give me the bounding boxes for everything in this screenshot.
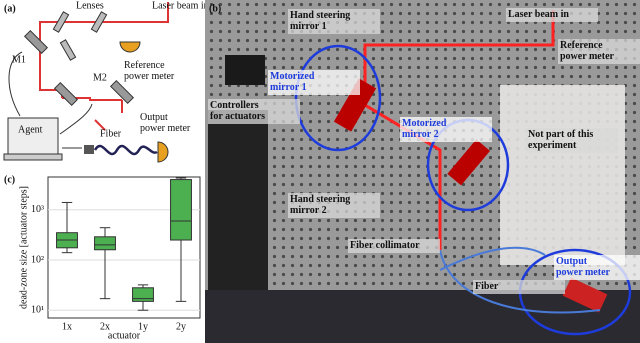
text-line: Reference [560, 40, 603, 51]
text-line: Output [556, 256, 588, 267]
power-meter [157, 141, 169, 163]
text-line: Not part of this [528, 129, 593, 140]
panel-label: (b) [209, 3, 221, 14]
label: Output power meter [140, 112, 191, 134]
y-axis-label: dead-zone size [actuator steps] [18, 186, 29, 309]
annotation: Output power meter [556, 256, 611, 278]
laser-beam [363, 10, 555, 250]
text-line: Fiber collimator [350, 240, 420, 251]
label: Lenses [76, 0, 104, 11]
x-tick-label: 2y [176, 321, 186, 332]
text-line: for actuators [210, 111, 265, 122]
y-tick-label: 10² [31, 254, 44, 265]
text-line: Hand steering [290, 194, 350, 205]
lens [59, 39, 77, 61]
text-line: Controllers [210, 100, 259, 111]
label: Agent [18, 124, 43, 135]
label-bg [268, 70, 360, 95]
label-bg [506, 8, 598, 22]
mirror [53, 81, 79, 107]
annotation: Laser beam in [508, 9, 569, 20]
keyboard [3, 153, 63, 161]
beam-path [39, 2, 169, 101]
annotation: Motorized mirror 2 [402, 118, 447, 140]
text-line: power meter [124, 71, 175, 82]
annotation: Not part of this experiment [528, 129, 593, 151]
box [170, 179, 192, 241]
text-line: experiment [528, 140, 577, 151]
fiber-coil [93, 144, 158, 156]
text-line: power meter [556, 267, 611, 278]
box [132, 287, 154, 302]
text-line: mirror 2 [402, 129, 439, 140]
label-bg [526, 128, 618, 153]
text-line: power meter [140, 123, 191, 134]
power-meter [562, 277, 608, 313]
annotation: Motorized mirror 1 [270, 71, 315, 93]
label: Reference power meter [124, 60, 175, 82]
text-line: Laser beam in [508, 9, 569, 20]
text-line: Reference [124, 60, 165, 71]
annotation: Reference power meter [560, 40, 615, 62]
collimator [84, 145, 94, 154]
text-line: Motorized [270, 71, 315, 82]
x-tick-label: 2x [100, 321, 110, 332]
text-line: Motorized [402, 118, 447, 129]
mirror [109, 79, 135, 105]
label: M2 [93, 72, 107, 83]
label: Laser beam in [152, 0, 209, 11]
text-line: mirror 2 [290, 205, 327, 216]
label: Fiber [100, 128, 122, 139]
label-bg [554, 255, 640, 280]
text-line: Hand steering [290, 10, 350, 21]
masked-area [500, 85, 625, 265]
power-meter [119, 41, 141, 53]
text-line: mirror 1 [290, 21, 327, 32]
controllers [208, 110, 268, 290]
label-bg [400, 117, 492, 142]
label-bg [558, 39, 640, 64]
mirror-mount [447, 139, 491, 186]
label-bg [348, 239, 440, 253]
fiber-cable [439, 246, 601, 314]
label-bg [288, 193, 380, 218]
y-tick-label: 10³ [31, 204, 44, 215]
lens [52, 11, 70, 33]
highlight [294, 44, 382, 152]
annotation: Hand steering mirror 2 [290, 194, 350, 216]
text-line: power meter [560, 51, 615, 62]
label: M1 [12, 54, 26, 65]
beam-path [94, 100, 123, 131]
label-bg [473, 280, 565, 294]
text-line: Fiber [475, 281, 499, 292]
panel-label: (c) [4, 174, 15, 185]
agent-computer [7, 117, 59, 155]
annotation: Fiber [475, 281, 499, 292]
x-tick-label: 1x [62, 321, 72, 332]
schematic [3, 2, 169, 163]
y-tick-label: 10¹ [31, 305, 44, 316]
panel-label: (a) [4, 3, 16, 14]
annotation: Controllers for actuators [210, 100, 265, 122]
label-bg [288, 9, 380, 34]
mirror-mount [333, 78, 377, 132]
text-line: Output [140, 112, 168, 123]
text-line: mirror 1 [270, 82, 307, 93]
lens [90, 11, 108, 33]
x-tick-label: 1y [138, 321, 148, 332]
annotation: Fiber collimator [350, 240, 420, 251]
control-arrow [8, 51, 93, 149]
box [94, 236, 116, 251]
box [225, 55, 265, 85]
x-axis-label: actuator [108, 330, 141, 341]
label-bg [208, 99, 300, 124]
annotation: Hand steering mirror 1 [290, 10, 350, 32]
mirror [23, 29, 49, 55]
